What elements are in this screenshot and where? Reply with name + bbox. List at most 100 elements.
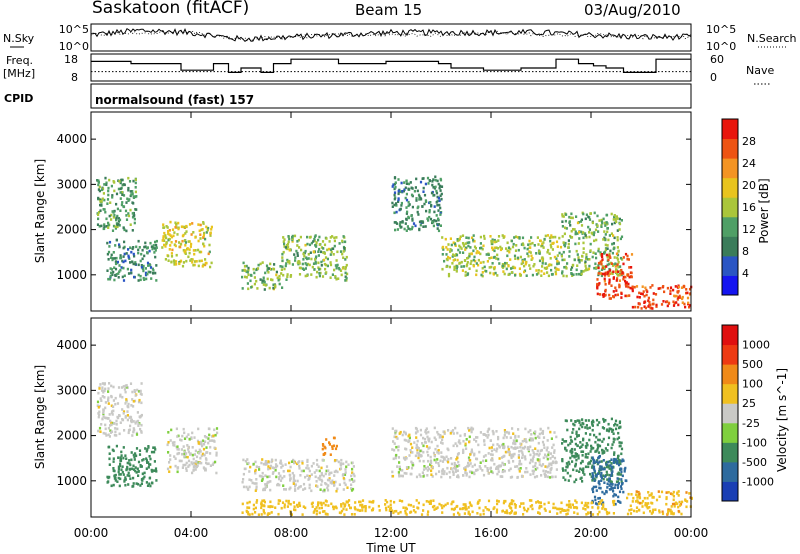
scatter-cell <box>501 461 504 465</box>
scatter-cell <box>245 270 248 273</box>
scatter-cell <box>493 249 496 253</box>
scatter-cell <box>194 462 197 466</box>
scatter-cell <box>269 505 272 508</box>
scatter-cell <box>477 251 480 254</box>
scatter-cell <box>342 462 345 466</box>
scatter-cell <box>176 435 179 438</box>
scatter-cell <box>143 471 146 475</box>
scatter-cell <box>426 176 430 180</box>
scatter-cell <box>531 273 534 277</box>
scatter-cell <box>512 460 515 463</box>
nave-tick-bottom: 0 <box>710 71 717 84</box>
scatter-cell <box>153 460 156 463</box>
scatter-cell <box>304 262 307 265</box>
cpid-label: CPID <box>4 92 33 105</box>
scatter-cell <box>541 265 544 268</box>
scatter-cell <box>302 482 306 486</box>
scatter-cell <box>297 487 300 490</box>
scatter-cell <box>197 248 200 252</box>
scatter-cell <box>180 225 183 228</box>
scatter-cell <box>614 265 617 268</box>
scatter-cell <box>361 509 364 512</box>
scatter-cell <box>417 456 420 460</box>
scatter-cell <box>242 472 245 476</box>
scatter-cell <box>117 467 120 471</box>
scatter-cell <box>435 507 438 510</box>
scatter-cell <box>575 249 578 253</box>
scatter-cell <box>417 501 420 505</box>
scatter-cell <box>555 257 558 260</box>
scatter-cell <box>257 263 260 267</box>
scatter-cell <box>434 178 437 182</box>
scatter-cell <box>509 453 512 457</box>
scatter-cell <box>589 249 592 252</box>
scatter-cell <box>326 486 329 490</box>
scatter-cell <box>317 501 320 504</box>
scatter-cell <box>447 460 450 464</box>
scatter-cell <box>563 232 566 236</box>
scatter-cell <box>675 301 678 304</box>
scatter-cell <box>614 270 617 274</box>
scatter-cell <box>463 512 466 515</box>
scatter-cell <box>487 428 490 431</box>
scatter-cell <box>602 505 605 509</box>
scatter-cell <box>597 456 600 460</box>
scatter-cell <box>598 444 602 448</box>
scatter-cell <box>99 203 102 207</box>
scatter-cell <box>105 217 108 221</box>
scatter-cell <box>419 180 423 184</box>
scatter-cell <box>212 461 215 465</box>
scatter-cell <box>611 430 614 433</box>
scatter-cell <box>686 291 689 295</box>
scatter-cell <box>616 274 619 277</box>
scatter-cell <box>361 505 365 509</box>
scatter-cell <box>670 505 673 508</box>
scatter-cell <box>674 294 677 298</box>
scatter-cell <box>147 461 150 464</box>
scatter-cell <box>298 460 301 463</box>
scatter-cell <box>508 450 511 454</box>
scatter-cell <box>133 399 137 403</box>
scatter-cell <box>470 450 473 454</box>
scatter-cell <box>689 292 692 295</box>
scatter-cell <box>255 465 258 468</box>
scatter-cell <box>403 188 406 191</box>
scatter-cell <box>574 242 577 246</box>
scatter-cell <box>132 246 135 249</box>
scatter-cell <box>301 513 304 516</box>
scatter-cell <box>260 501 263 504</box>
scatter-cell <box>152 469 155 472</box>
scatter-cell <box>317 250 320 253</box>
scatter-cell <box>604 248 608 252</box>
scatter-cell <box>292 458 295 462</box>
scatter-cell <box>318 243 321 246</box>
scatter-cell <box>608 234 611 237</box>
scatter-cell <box>195 465 198 469</box>
scatter-cell <box>482 244 485 248</box>
scatter-cell <box>177 221 180 225</box>
scatter-cell <box>566 471 569 475</box>
scatter-cell <box>604 475 607 478</box>
scatter-cell <box>98 426 102 430</box>
scatter-cell <box>203 231 206 235</box>
scatter-cell <box>446 466 449 470</box>
scatter-cell <box>437 182 440 186</box>
scatter-cell <box>569 474 572 478</box>
scatter-cell <box>153 446 156 449</box>
scatter-cell <box>397 448 400 452</box>
scatter-cell <box>437 217 440 221</box>
scatter-cell <box>605 510 608 514</box>
scatter-cell <box>115 419 118 423</box>
scatter-cell <box>391 474 395 478</box>
scatter-cell <box>537 454 540 457</box>
scatter-cell <box>547 248 550 252</box>
scatter-cell <box>107 226 110 229</box>
scatter-cell <box>251 481 254 485</box>
scatter-cell <box>432 224 435 228</box>
scatter-cell <box>154 271 157 275</box>
scatter-cell <box>282 236 285 239</box>
scatter-cell <box>137 424 140 427</box>
scatter-cell <box>274 285 277 288</box>
scatter-cell <box>416 506 419 509</box>
scatter-cell <box>452 444 455 448</box>
